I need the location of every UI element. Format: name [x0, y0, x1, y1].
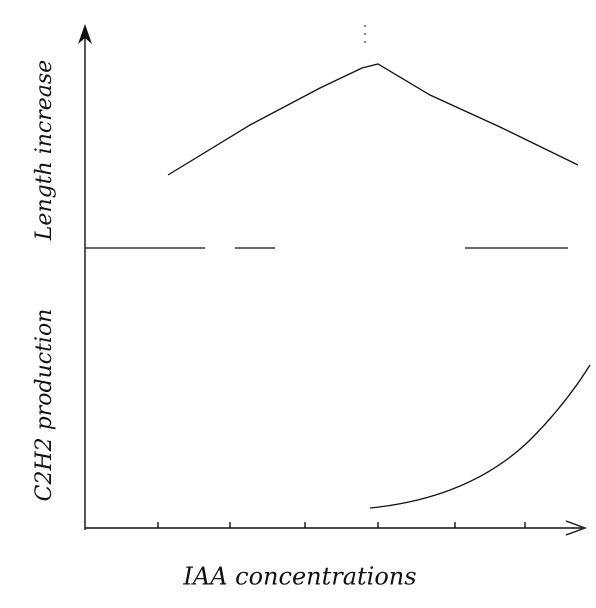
background [0, 0, 596, 608]
sketch-diagram: Length increase C2H2 production IAA conc… [0, 0, 596, 608]
x-axis-label: IAA concentrations [182, 563, 416, 591]
y-lower-label: C2H2 production [32, 309, 57, 502]
y-upper-label: Length increase [32, 60, 57, 241]
